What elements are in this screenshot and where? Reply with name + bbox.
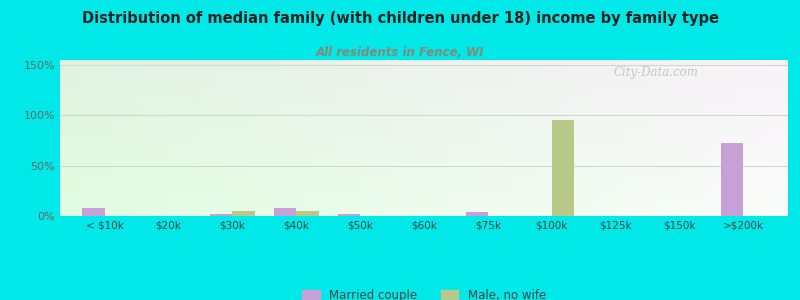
- Text: All residents in Fence, WI: All residents in Fence, WI: [316, 46, 484, 59]
- Bar: [721, 142, 743, 216]
- Bar: [338, 214, 360, 216]
- Text: City-Data.com: City-Data.com: [614, 66, 698, 79]
- Legend: Married couple, Male, no wife: Married couple, Male, no wife: [297, 284, 551, 300]
- Bar: [210, 214, 233, 216]
- Bar: [296, 211, 318, 216]
- Bar: [82, 208, 105, 216]
- Bar: [274, 208, 296, 216]
- Bar: [552, 120, 574, 216]
- Bar: [233, 211, 254, 216]
- Text: Distribution of median family (with children under 18) income by family type: Distribution of median family (with chil…: [82, 11, 718, 26]
- Bar: [466, 212, 488, 216]
